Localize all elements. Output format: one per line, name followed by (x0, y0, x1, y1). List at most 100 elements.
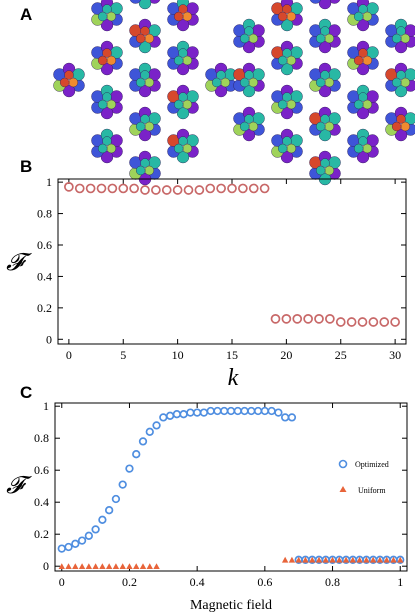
atom (358, 48, 368, 58)
atom (135, 33, 146, 44)
atom (182, 11, 193, 22)
atom (216, 70, 226, 80)
chart-b-point (270, 314, 281, 324)
atom (400, 121, 411, 132)
atom (138, 40, 152, 54)
atom (102, 4, 112, 14)
chart-c-xtick-label: 1 (397, 575, 403, 589)
atom (356, 106, 370, 120)
atom (396, 70, 406, 80)
atom (106, 99, 117, 110)
panel-c-label: C (20, 383, 32, 402)
atom (394, 40, 408, 54)
atom (282, 48, 292, 58)
chart-c-point (329, 556, 336, 563)
atom (277, 99, 288, 110)
chart-b-point (194, 185, 205, 195)
chart-c-point (85, 563, 93, 569)
atom (320, 70, 330, 80)
atom (173, 11, 184, 22)
atom (358, 136, 368, 146)
atom (320, 158, 330, 168)
chart-c-ytick-label: 1 (43, 399, 49, 413)
panel-a-label: A (20, 5, 32, 24)
chart-c-point (281, 556, 289, 563)
molecular-lattice-right (233, 0, 415, 186)
atom (182, 99, 193, 110)
atom (391, 77, 402, 88)
atom (358, 4, 368, 14)
chart-b-point (107, 183, 118, 194)
atom (173, 143, 184, 154)
atom (182, 55, 193, 66)
chart-c-point (233, 406, 242, 416)
chart-c-point (99, 563, 106, 569)
atom (138, 128, 152, 142)
chart-c-point (397, 556, 404, 563)
legend-optimized-label: Optimized (355, 460, 389, 469)
atom (100, 150, 114, 164)
chart-b-point (96, 183, 107, 194)
chart-c-point (186, 408, 195, 417)
atom (244, 114, 254, 124)
atom (106, 143, 117, 154)
atom (239, 33, 250, 44)
chart-c-point (396, 555, 405, 564)
atom (129, 0, 142, 4)
chart-c-point (356, 556, 363, 563)
atom (182, 143, 193, 154)
atom (356, 62, 370, 76)
chart-c-ytick-label: 0.2 (34, 527, 49, 541)
atom (362, 55, 373, 66)
chart-c-point (295, 556, 302, 563)
chart-c-point (363, 556, 370, 563)
chart-c-ylabel: 𝓕 (6, 473, 32, 499)
atom (242, 40, 256, 54)
chart-c-point (322, 556, 329, 563)
chart-c-xtick-label: 0.6 (257, 575, 272, 589)
chart-c-xtick-label: 0 (59, 575, 65, 589)
chart-c-point (247, 406, 256, 416)
atom (100, 106, 114, 120)
chart-b-ytick-label: 0.8 (37, 207, 52, 221)
chart-c-point (146, 563, 153, 569)
chart-c-point (152, 421, 161, 430)
chart-b-point (379, 317, 390, 327)
molecular-lattice-left (53, 0, 237, 186)
atom (242, 84, 256, 98)
chart-c-ytick-label: 0.6 (34, 463, 49, 477)
chart-c-point (64, 542, 73, 552)
atom (280, 18, 294, 32)
atom (248, 121, 259, 132)
chart-c-point (133, 563, 140, 569)
chart-c-point (267, 406, 276, 416)
chart-b-point (303, 314, 313, 324)
atom (140, 70, 150, 80)
atom (286, 55, 297, 66)
chart-c-point (376, 556, 384, 563)
chart-c-point (260, 406, 269, 416)
chart-b-ytick-label: 0.6 (37, 238, 52, 252)
atom (106, 11, 117, 22)
atom (135, 77, 146, 88)
atom (140, 26, 150, 36)
chart-b-xtick-label: 10 (172, 348, 184, 362)
chart-b-point (129, 183, 139, 194)
atom (178, 136, 188, 146)
chart-c-point (288, 556, 296, 563)
chart-b-point (183, 185, 194, 195)
atom (362, 99, 373, 110)
chart-c-ticks: 0 0.2 0.4 0.6 0.8 1 0 0.2 0.4 0.6 0.8 1 (34, 399, 407, 589)
chart-c-ytick-label: 0.4 (34, 495, 49, 509)
chart-c-point (302, 556, 309, 563)
chart-c-legend: Optimized Uniform (338, 459, 389, 495)
atom (244, 26, 254, 36)
chart-c-point (105, 506, 114, 515)
atom (400, 77, 411, 88)
atom (362, 11, 373, 22)
chart-c-point (287, 413, 297, 422)
atom (277, 143, 288, 154)
chart-b-ytick-label: 0.2 (37, 301, 52, 315)
atom (320, 114, 330, 124)
chart-b-point (390, 317, 400, 327)
